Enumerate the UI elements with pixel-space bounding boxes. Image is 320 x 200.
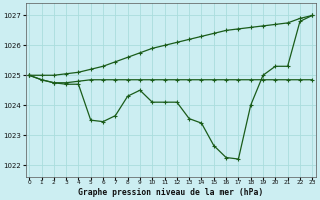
X-axis label: Graphe pression niveau de la mer (hPa): Graphe pression niveau de la mer (hPa) xyxy=(78,188,263,197)
